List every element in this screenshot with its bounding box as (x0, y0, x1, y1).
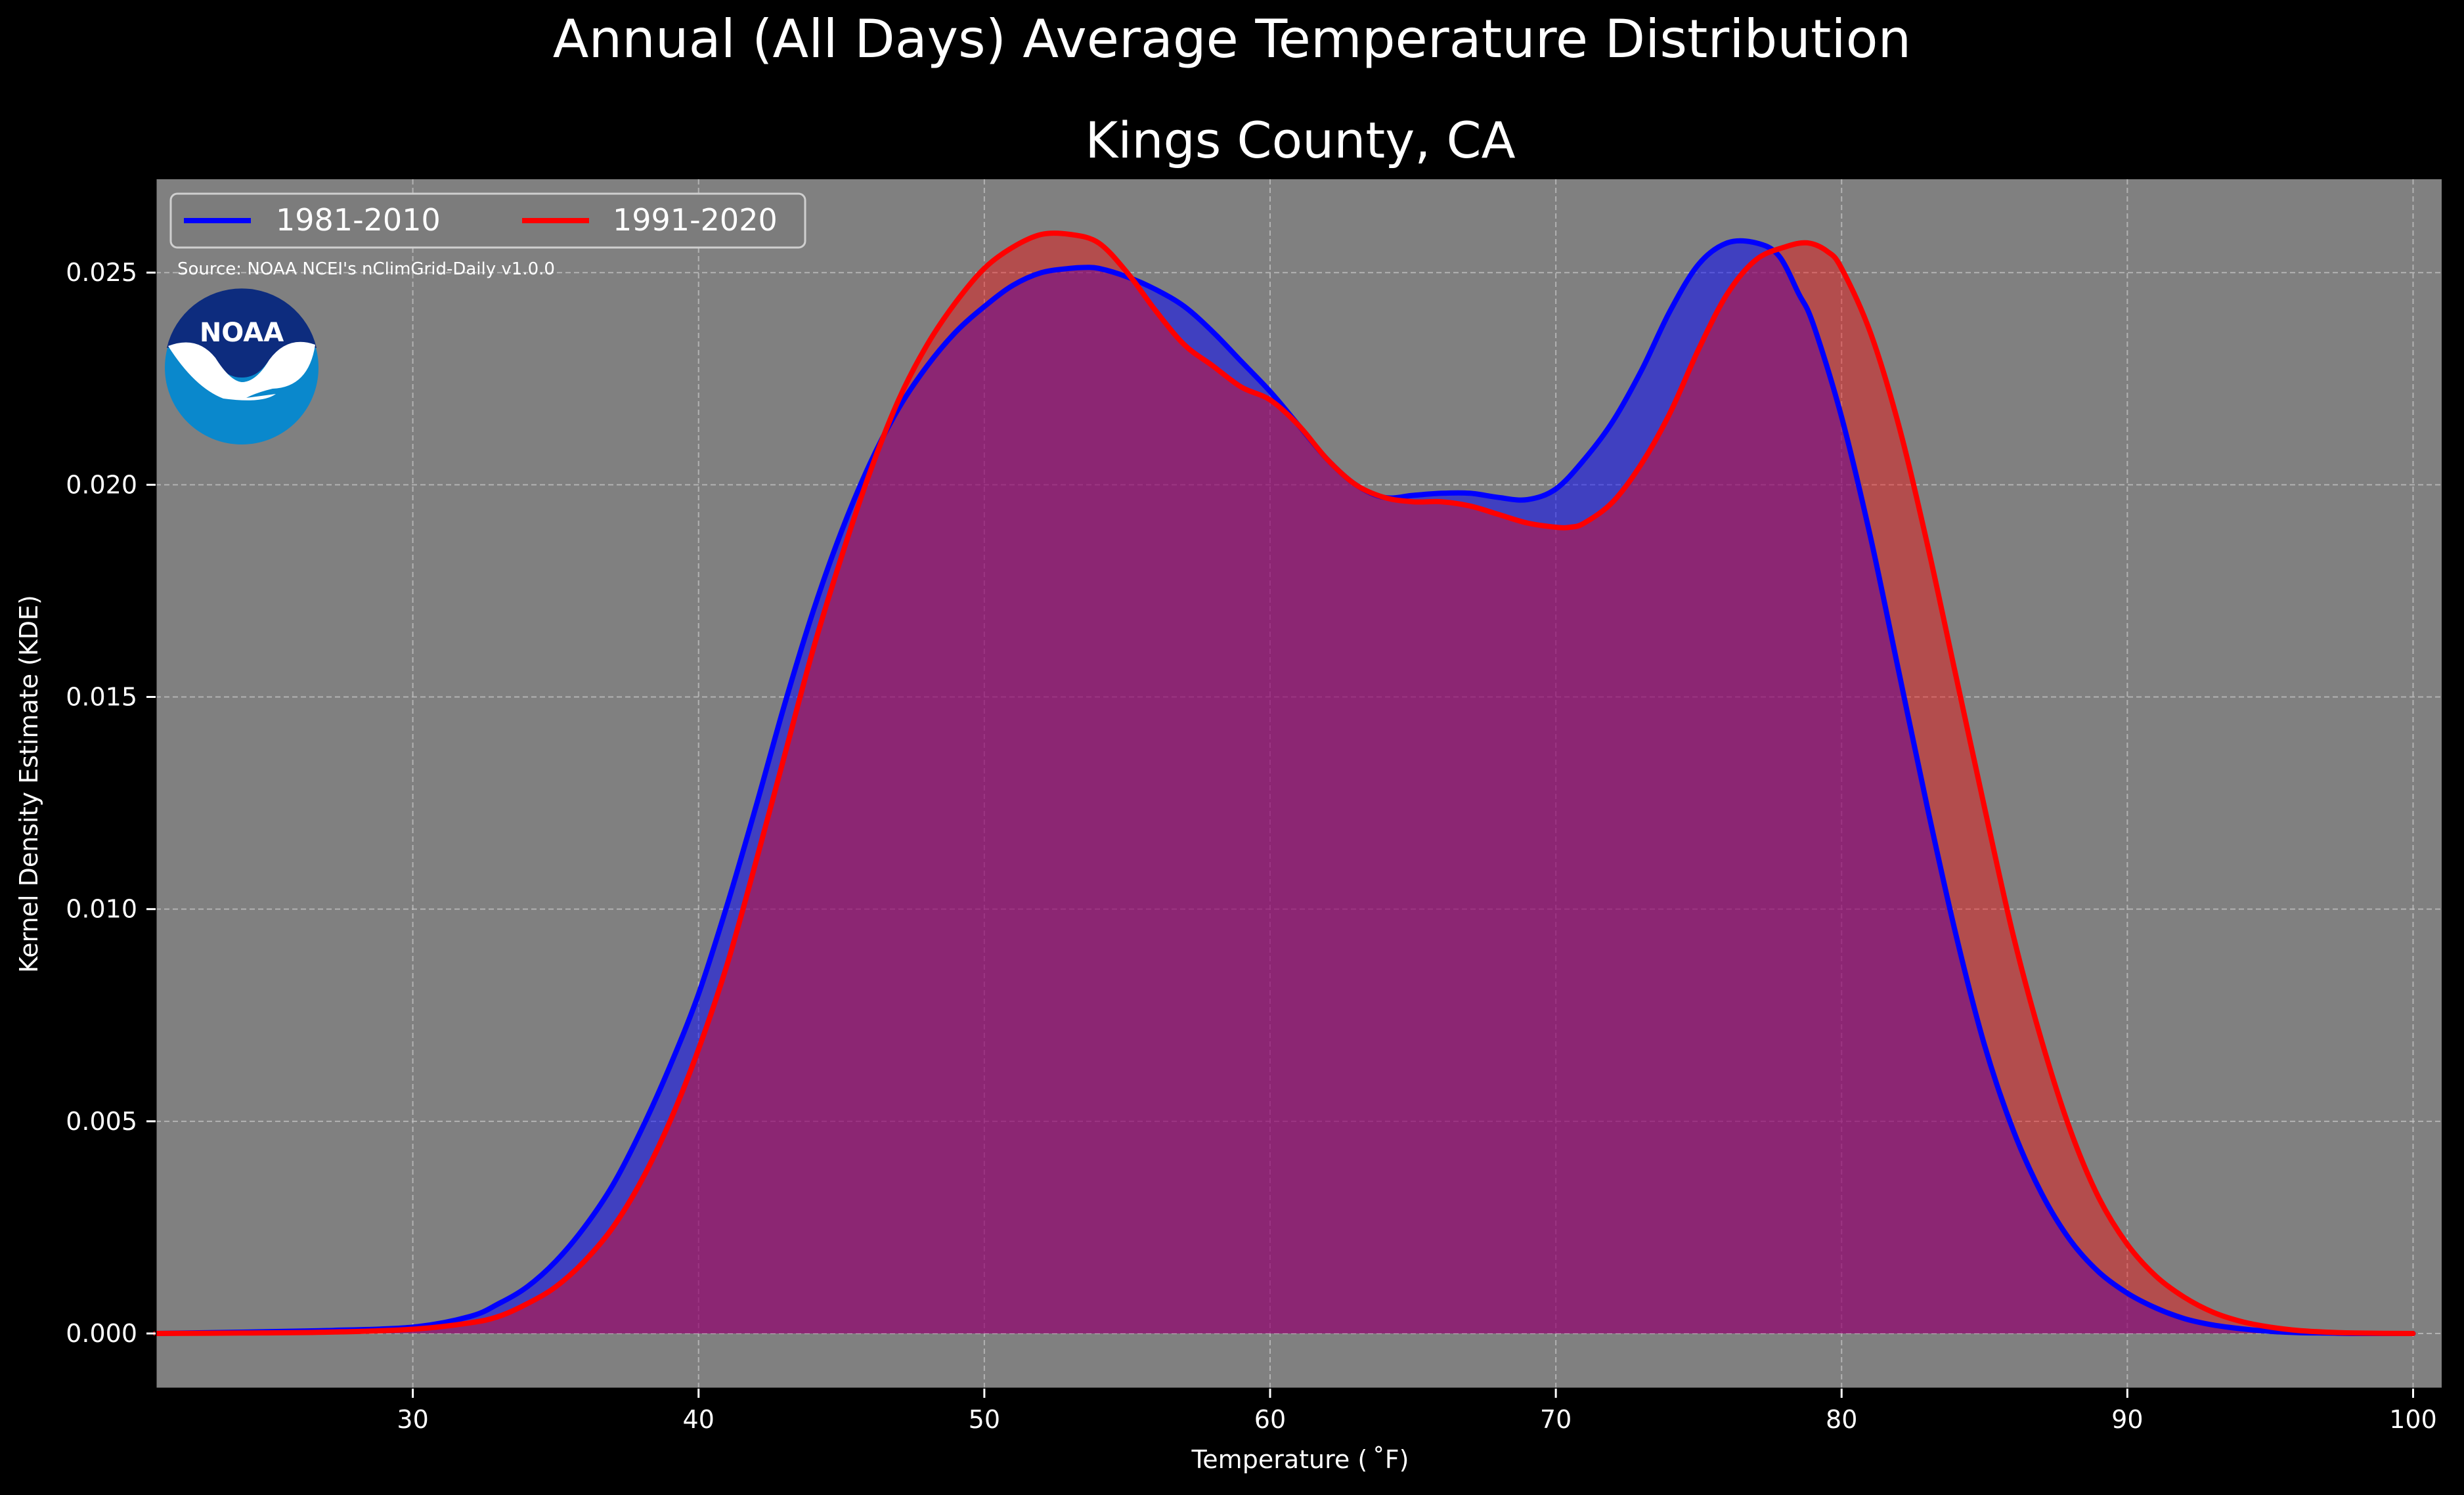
chart-title: Annual (All Days) Average Temperature Di… (553, 9, 1911, 70)
x-axis-label: Temperature ( ˚F) (1191, 1445, 1409, 1474)
y-tick-label: 0.020 (66, 470, 137, 499)
area-fill-1991-2020 (156, 232, 2413, 1334)
x-tick-label: 90 (2111, 1405, 2143, 1434)
noaa-logo: NOAA (165, 288, 319, 444)
legend: 1981-2010 1991-2020 (169, 192, 806, 249)
y-tick-label: 0.000 (66, 1319, 137, 1348)
x-tick-label: 100 (2389, 1405, 2437, 1434)
y-tick-label: 0.015 (66, 683, 137, 712)
x-tick-label: 40 (683, 1405, 715, 1434)
legend-label-1981-2010: 1981-2010 (276, 202, 441, 238)
series-line-1991-2020 (153, 230, 2416, 1336)
x-tick-label: 80 (1826, 1405, 1857, 1434)
chart-subtitle: Kings County, CA (1085, 111, 1515, 169)
svg-text:NOAA: NOAA (200, 318, 284, 348)
y-tick-label: 0.025 (66, 258, 137, 287)
plot-frame (154, 179, 2442, 1390)
x-tick-label: 60 (1254, 1405, 1286, 1434)
x-tick-label: 50 (969, 1405, 1000, 1434)
legend-label-1991-2020: 1991-2020 (613, 202, 778, 238)
x-tick-label: 70 (1540, 1405, 1572, 1434)
y-axis-label: Kernel Density Estimate (KDE) (14, 595, 43, 973)
axis-ticks: 30 40 50 60 70 80 90 100 0.000 0.005 0.010 0.015 0.0… (66, 258, 2437, 1434)
y-tick-label: 0.010 (66, 895, 137, 924)
area-fill-1981-2010 (156, 240, 2413, 1334)
source-note: Source: NOAA NCEI's nClimGrid-Daily v1.0… (177, 259, 555, 279)
legend-box (169, 192, 806, 249)
series-layer (153, 230, 2416, 1337)
y-tick-label: 0.005 (66, 1107, 137, 1136)
x-tick-label: 30 (397, 1405, 428, 1434)
